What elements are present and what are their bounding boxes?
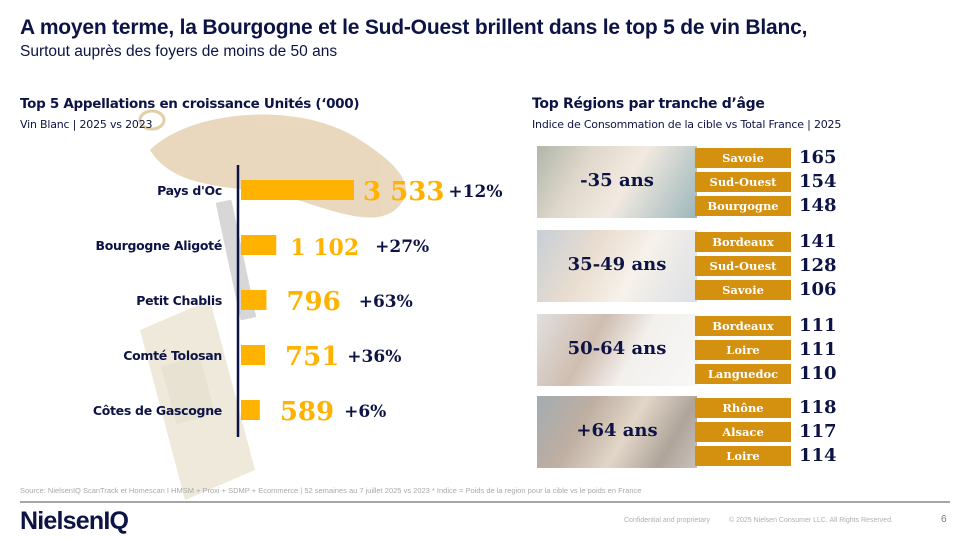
index-value: 117 [799, 421, 837, 442]
index-value: 141 [799, 231, 837, 252]
source-note: Source: NielsenIQ ScanTrack et Homescan … [20, 486, 642, 495]
footer-divider [20, 501, 950, 503]
age-group: 50-64 ans Bordeaux 111 Loire 111 Languedoc 110 [537, 314, 837, 386]
index-value: 111 [799, 339, 837, 360]
index-value: 111 [799, 315, 837, 336]
bar [241, 400, 260, 420]
region-badge: Rhône [695, 398, 791, 418]
region-badge: Loire [695, 340, 791, 360]
index-value: 114 [799, 445, 837, 466]
bar [241, 290, 267, 310]
value-label: 1 102 [290, 235, 359, 261]
region-badge: Languedoc [695, 364, 791, 384]
index-value: 128 [799, 255, 837, 276]
index-value: 118 [799, 397, 837, 418]
index-value: 106 [799, 279, 837, 300]
value-label: 3 533 [363, 177, 444, 207]
bar [241, 180, 354, 200]
region-badge: Bordeaux [695, 232, 791, 252]
index-value: 154 [799, 171, 837, 192]
category-label: Petit Chablis [136, 293, 222, 308]
region-badge: Loire [695, 446, 791, 466]
region-badge: Sud-Ouest [695, 256, 791, 276]
category-label: Pays d'Oc [157, 183, 222, 198]
bar [241, 345, 266, 365]
regions-subtitle: Indice de Consommation de la cible vs To… [532, 118, 842, 131]
growth-label: +12% [448, 182, 502, 202]
young-women-cafe-photo [537, 146, 697, 218]
page-subtitle: Surtout auprès des foyers de moins de 50… [20, 43, 338, 60]
index-value: 148 [799, 195, 837, 216]
region-badge: Sud-Ouest [695, 172, 791, 192]
category-label: Comté Tolosan [123, 348, 222, 363]
growth-label: +63% [359, 292, 413, 312]
region-badge: Alsace [695, 422, 791, 442]
age-label: 35-49 ans [567, 254, 667, 275]
nielseniq-logo: NielsenIQ [20, 507, 129, 535]
region-badge: Savoie [695, 148, 791, 168]
value-label: 796 [286, 287, 340, 317]
couple-kitchen-photo [537, 314, 697, 386]
region-badge: Bordeaux [695, 316, 791, 336]
growth-label: +6% [344, 402, 386, 422]
page-title: A moyen terme, la Bourgogne et le Sud-Ou… [20, 16, 808, 39]
region-badge: Savoie [695, 280, 791, 300]
category-label: Bourgogne Aligoté [95, 238, 222, 253]
age-group: +64 ans Rhône 118 Alsace 117 Loire 114 [537, 396, 837, 468]
age-label: +64 ans [576, 420, 658, 441]
chart-title: Top 5 Appellations en croissance Unités … [20, 96, 360, 112]
copyright-note: © 2025 Nielsen Consumer LLC. All Rights … [729, 517, 893, 524]
page-number: 6 [941, 514, 947, 525]
friends-toasting-photo [537, 230, 697, 302]
age-group: 35-49 ans Bordeaux 141 Sud-Ouest 128 Savoie 10… [537, 230, 837, 302]
value-label: 589 [280, 397, 334, 427]
index-value: 165 [799, 147, 837, 168]
growth-label: +36% [347, 347, 401, 367]
regions-title: Top Régions par tranche d’âge [532, 96, 765, 112]
category-label: Côtes de Gascogne [93, 403, 222, 418]
wine-shop-photo [537, 396, 697, 468]
confidential-note: Confidential and proprietary [624, 517, 710, 524]
age-group: -35 ans Savoie 165 Sud-Ouest 154 Bourgogne 148 [537, 146, 837, 218]
bar [241, 235, 277, 255]
index-value: 110 [799, 363, 837, 384]
chart-subtitle: Vin Blanc | 2025 vs 2023 [20, 118, 153, 131]
region-badge: Bourgogne [695, 196, 791, 216]
age-label: -35 ans [580, 170, 654, 191]
value-label: 751 [285, 342, 339, 372]
age-label: 50-64 ans [567, 338, 667, 359]
growth-label: +27% [375, 237, 429, 257]
